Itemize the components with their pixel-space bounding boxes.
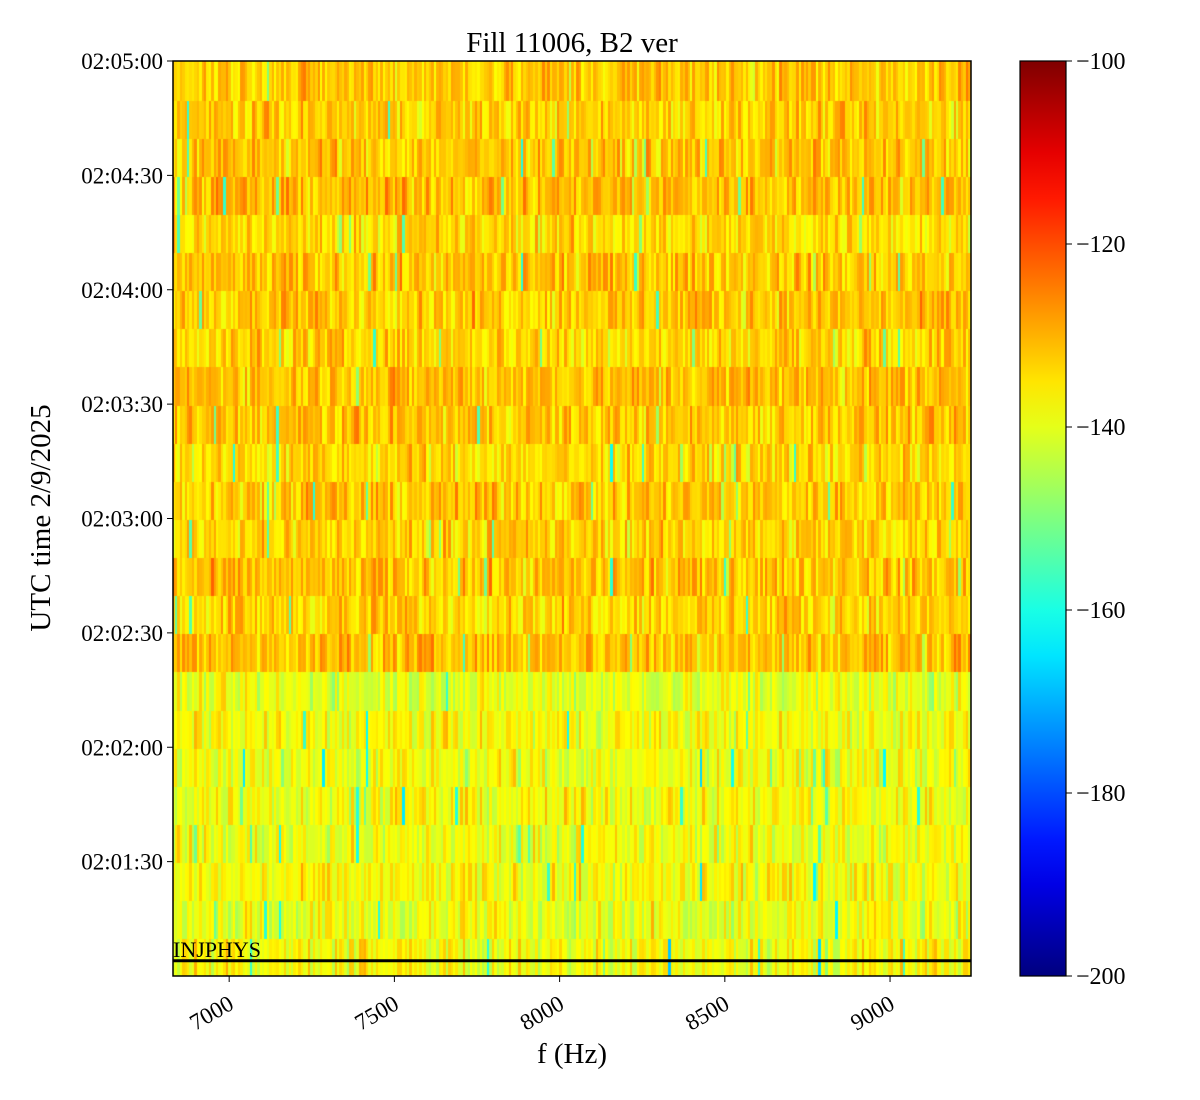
colorbar-axis: −100 −120 −140 −160 −180 −200 bbox=[1066, 49, 1126, 990]
colorbar-tick-label: −100 bbox=[1076, 49, 1126, 75]
colorbar-tick-label: −140 bbox=[1076, 415, 1126, 441]
x-axis: 7000 7500 8000 8500 9000 bbox=[185, 976, 899, 1036]
y-tick-label: 02:04:00 bbox=[81, 278, 163, 303]
colorbar bbox=[1019, 60, 1067, 977]
colorbar-tick-label: −200 bbox=[1076, 964, 1126, 990]
y-axis-label: UTC time 2/9/2025 bbox=[25, 404, 57, 631]
y-axis: 02:01:30 02:02:00 02:02:30 02:03:00 02:03:30… bbox=[81, 49, 173, 875]
x-tick-label: 8500 bbox=[681, 991, 733, 1036]
y-tick-label: 02:03:30 bbox=[81, 392, 163, 417]
y-tick-label: 02:05:00 bbox=[81, 49, 163, 74]
colorbar-tick-label: −160 bbox=[1076, 598, 1126, 624]
y-tick-label: 02:02:30 bbox=[81, 621, 163, 646]
injphys-label: INJPHYS bbox=[173, 937, 261, 962]
injphys-annotation: INJPHYS bbox=[173, 937, 971, 963]
chart-title: Fill 11006, B2 ver bbox=[466, 27, 678, 59]
x-tick-label: 8000 bbox=[516, 991, 568, 1036]
x-tick-label: 7500 bbox=[351, 991, 403, 1036]
x-axis-label: f (Hz) bbox=[537, 1038, 607, 1070]
colorbar-tick-label: −180 bbox=[1076, 781, 1126, 807]
heatmap-cells bbox=[173, 61, 971, 976]
x-tick-label: 7000 bbox=[185, 991, 237, 1036]
y-tick-label: 02:04:30 bbox=[81, 163, 163, 188]
x-tick-label: 9000 bbox=[846, 991, 898, 1036]
y-tick-label: 02:02:00 bbox=[81, 735, 163, 760]
y-tick-label: 02:01:30 bbox=[81, 850, 163, 875]
colorbar-tick-label: −120 bbox=[1076, 232, 1126, 258]
y-tick-label: 02:03:00 bbox=[81, 507, 163, 532]
